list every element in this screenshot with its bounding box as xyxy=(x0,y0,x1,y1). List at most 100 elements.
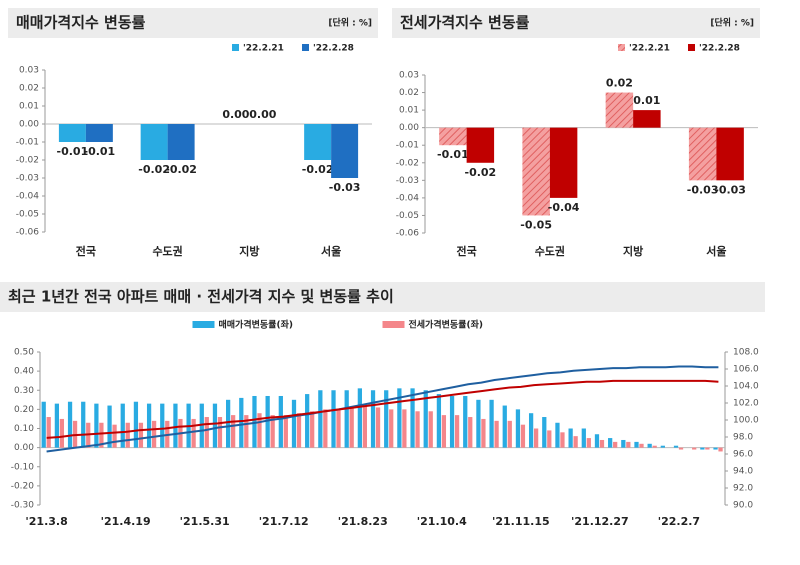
bar xyxy=(99,422,104,448)
x-tick-label: 지방 xyxy=(239,244,259,258)
bar xyxy=(362,405,367,448)
title-bar xyxy=(8,8,378,38)
x-tick-label: '21.10.4 xyxy=(417,515,467,528)
bar xyxy=(468,417,473,448)
bar xyxy=(528,413,534,448)
bar xyxy=(231,415,236,448)
bar xyxy=(278,395,283,448)
unit-label: [단위 : %] xyxy=(328,17,372,29)
legend-label: '22.2.28 xyxy=(313,44,354,54)
value-label: -0.01 xyxy=(84,145,116,158)
bar xyxy=(489,399,494,448)
bar xyxy=(605,92,634,128)
value-label: -0.03 xyxy=(687,183,719,196)
bar xyxy=(634,441,639,448)
legend-swatch xyxy=(192,321,215,328)
bar xyxy=(191,418,196,448)
legend-swatch xyxy=(302,44,309,51)
bar xyxy=(718,447,723,452)
bar xyxy=(296,413,302,448)
bar xyxy=(542,417,547,448)
bar xyxy=(375,407,381,448)
x-tick-label: '21.3.8 xyxy=(25,515,67,528)
unit-label: [단위 : %] xyxy=(710,17,754,29)
y2-tick-label: 100.0 xyxy=(733,416,759,426)
bar xyxy=(239,397,244,448)
bar xyxy=(138,422,144,448)
bar xyxy=(647,443,652,448)
legend-swatch xyxy=(382,321,405,328)
title-bar xyxy=(392,8,760,38)
y-tick-label: 0.00 xyxy=(19,120,39,130)
bar xyxy=(415,411,420,448)
value-label: -0.01 xyxy=(57,145,89,158)
bar xyxy=(568,428,573,448)
y-tick-label: 0.01 xyxy=(19,102,39,112)
bar xyxy=(463,395,468,448)
value-label: 0.00 xyxy=(249,108,276,121)
y2-tick-label: 96.0 xyxy=(733,450,753,460)
bar xyxy=(336,409,341,448)
bar xyxy=(389,409,394,448)
value-label: 0.01 xyxy=(633,94,660,107)
chart-title: 전세가격지수 변동률 xyxy=(400,14,530,32)
legend-label: 전세가격변동률(좌) xyxy=(409,319,483,331)
index-line xyxy=(46,379,719,439)
bar xyxy=(59,418,65,448)
y-tick-label: -0.02 xyxy=(16,156,39,166)
x-tick-label: 서울 xyxy=(706,244,726,258)
bar xyxy=(700,447,705,450)
bar xyxy=(502,405,507,448)
bar xyxy=(621,439,626,448)
bar xyxy=(304,124,332,160)
y-tick-label: -0.03 xyxy=(16,174,39,184)
legend-label: '22.2.21 xyxy=(629,44,670,54)
y2-tick-label: 94.0 xyxy=(733,467,753,477)
value-label: -0.04 xyxy=(548,201,580,214)
y-tick-label: -0.06 xyxy=(16,228,40,238)
bar xyxy=(305,394,310,448)
y-tick-label: 0.01 xyxy=(399,106,419,116)
bar xyxy=(204,417,209,448)
y-tick-label: 0.00 xyxy=(14,443,34,453)
bar xyxy=(344,390,349,448)
y-tick-label: -0.04 xyxy=(396,193,420,203)
bar xyxy=(573,436,578,448)
y-tick-label: -0.01 xyxy=(16,138,39,148)
bar xyxy=(212,403,218,448)
bar xyxy=(140,124,168,160)
bar xyxy=(678,447,684,450)
bar xyxy=(54,403,60,448)
bar xyxy=(436,394,442,448)
bar xyxy=(112,424,117,448)
y2-tick-label: 106.0 xyxy=(733,365,759,375)
x-tick-label: 수도권 xyxy=(152,245,182,258)
bar xyxy=(199,403,204,448)
bar xyxy=(507,420,512,448)
bar xyxy=(586,438,591,448)
value-label: -0.02 xyxy=(465,166,497,179)
title-bar xyxy=(0,282,765,312)
chart-title: 최근 1년간 전국 아파트 매매 · 전세가격 지수 및 변동률 추이 xyxy=(8,288,394,306)
y2-tick-label: 98.0 xyxy=(733,433,753,443)
x-tick-label: 수도권 xyxy=(535,245,565,258)
y2-tick-label: 102.0 xyxy=(733,399,759,409)
bar xyxy=(626,441,631,448)
x-tick-label: '21.11.15 xyxy=(492,515,550,528)
bar xyxy=(125,422,130,448)
bar xyxy=(466,127,495,163)
x-tick-label: '22.2.7 xyxy=(658,515,700,528)
bar xyxy=(449,395,455,448)
y-tick-label: -0.20 xyxy=(11,481,35,491)
bar xyxy=(252,395,257,448)
bar xyxy=(547,430,552,448)
bar xyxy=(167,124,195,160)
y-tick-label: 0.30 xyxy=(14,386,34,396)
x-tick-label: '21.8.23 xyxy=(338,515,388,528)
y-tick-label: -0.04 xyxy=(16,192,40,202)
bar xyxy=(599,439,605,448)
value-label: 0.00 xyxy=(222,108,249,121)
bar xyxy=(283,415,288,448)
y-tick-label: 0.03 xyxy=(19,66,39,76)
bar xyxy=(151,420,157,448)
